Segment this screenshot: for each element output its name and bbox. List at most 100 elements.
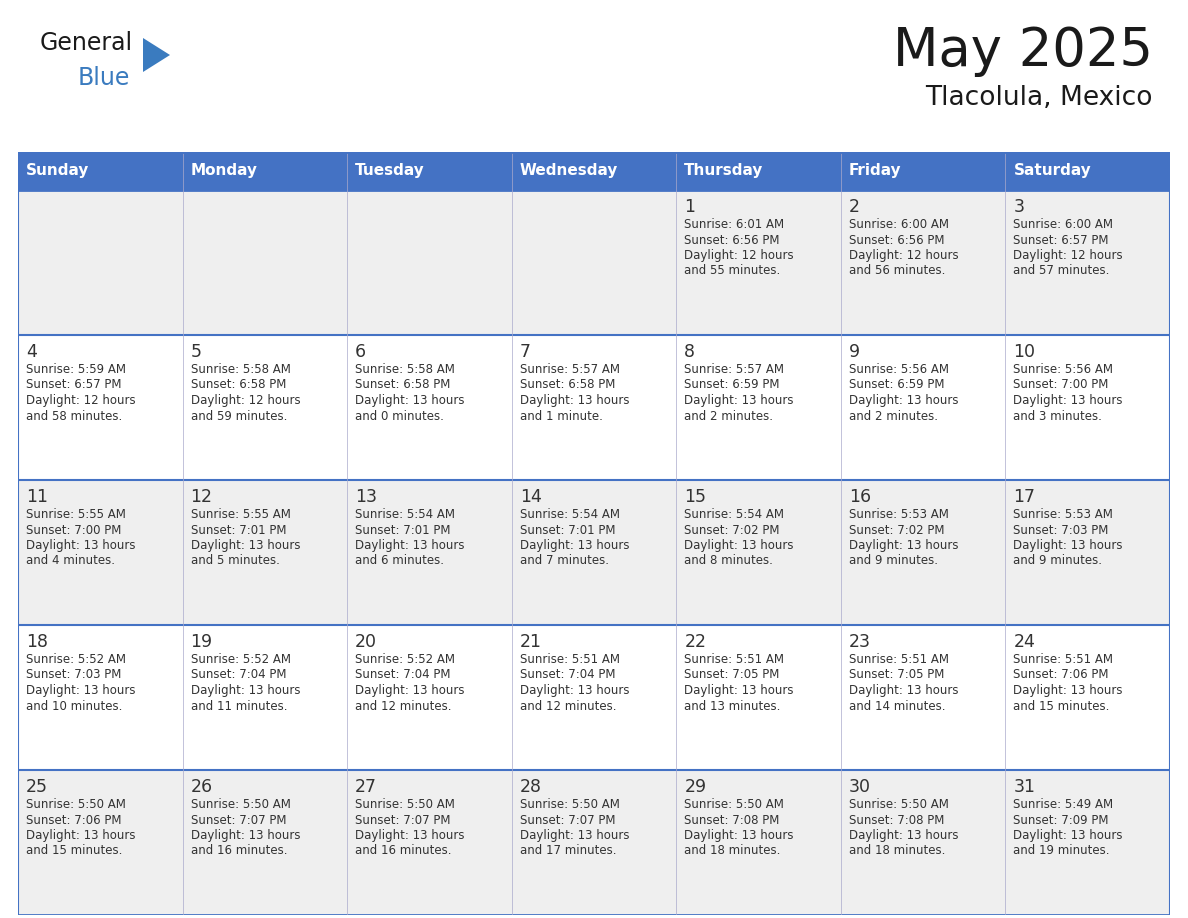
- Polygon shape: [143, 38, 170, 72]
- Text: Daylight: 12 hours: Daylight: 12 hours: [684, 249, 794, 262]
- Text: 16: 16: [849, 488, 871, 506]
- Text: Sunset: 7:04 PM: Sunset: 7:04 PM: [355, 668, 450, 681]
- Text: and 11 minutes.: and 11 minutes.: [190, 700, 287, 712]
- Text: Daylight: 13 hours: Daylight: 13 hours: [190, 684, 301, 697]
- Text: Sunset: 7:02 PM: Sunset: 7:02 PM: [684, 523, 779, 536]
- Text: Daylight: 13 hours: Daylight: 13 hours: [355, 829, 465, 842]
- Text: Sunrise: 5:56 AM: Sunrise: 5:56 AM: [1013, 363, 1113, 376]
- Text: Sunset: 7:08 PM: Sunset: 7:08 PM: [684, 813, 779, 826]
- Text: and 5 minutes.: and 5 minutes.: [190, 554, 279, 567]
- Text: Sunrise: 5:50 AM: Sunrise: 5:50 AM: [190, 798, 290, 811]
- Text: and 18 minutes.: and 18 minutes.: [849, 845, 946, 857]
- Text: Daylight: 13 hours: Daylight: 13 hours: [26, 829, 135, 842]
- Text: 27: 27: [355, 778, 377, 796]
- Bar: [18, 335, 1170, 480]
- Text: Sunrise: 5:50 AM: Sunrise: 5:50 AM: [849, 798, 949, 811]
- Text: Sunset: 7:07 PM: Sunset: 7:07 PM: [519, 813, 615, 826]
- Text: Sunrise: 5:57 AM: Sunrise: 5:57 AM: [684, 363, 784, 376]
- Text: Daylight: 13 hours: Daylight: 13 hours: [849, 684, 959, 697]
- Text: and 55 minutes.: and 55 minutes.: [684, 264, 781, 277]
- Text: 4: 4: [26, 343, 37, 361]
- Text: Sunset: 7:06 PM: Sunset: 7:06 PM: [26, 813, 121, 826]
- Text: Daylight: 13 hours: Daylight: 13 hours: [1013, 394, 1123, 407]
- Text: Daylight: 12 hours: Daylight: 12 hours: [849, 249, 959, 262]
- Text: 13: 13: [355, 488, 377, 506]
- Text: Daylight: 12 hours: Daylight: 12 hours: [26, 394, 135, 407]
- Bar: [18, 480, 1170, 625]
- Text: 19: 19: [190, 633, 213, 651]
- Text: Sunset: 7:07 PM: Sunset: 7:07 PM: [190, 813, 286, 826]
- Text: Sunrise: 5:51 AM: Sunrise: 5:51 AM: [1013, 653, 1113, 666]
- Text: Sunset: 6:58 PM: Sunset: 6:58 PM: [519, 378, 615, 391]
- Text: Sunset: 6:58 PM: Sunset: 6:58 PM: [355, 378, 450, 391]
- Text: 1: 1: [684, 198, 695, 216]
- Text: and 10 minutes.: and 10 minutes.: [26, 700, 122, 712]
- Text: 14: 14: [519, 488, 542, 506]
- Text: Daylight: 13 hours: Daylight: 13 hours: [355, 539, 465, 552]
- Text: 22: 22: [684, 633, 707, 651]
- Text: 26: 26: [190, 778, 213, 796]
- Text: and 14 minutes.: and 14 minutes.: [849, 700, 946, 712]
- Text: Sunrise: 5:51 AM: Sunrise: 5:51 AM: [849, 653, 949, 666]
- Text: and 12 minutes.: and 12 minutes.: [519, 700, 617, 712]
- Text: Sunrise: 5:55 AM: Sunrise: 5:55 AM: [26, 508, 126, 521]
- Text: Sunset: 7:07 PM: Sunset: 7:07 PM: [355, 813, 450, 826]
- Text: Daylight: 13 hours: Daylight: 13 hours: [519, 394, 630, 407]
- Text: Sunset: 6:59 PM: Sunset: 6:59 PM: [849, 378, 944, 391]
- Text: Sunrise: 5:49 AM: Sunrise: 5:49 AM: [1013, 798, 1113, 811]
- Text: Sunrise: 5:53 AM: Sunrise: 5:53 AM: [1013, 508, 1113, 521]
- Text: and 56 minutes.: and 56 minutes.: [849, 264, 946, 277]
- Text: Daylight: 13 hours: Daylight: 13 hours: [849, 539, 959, 552]
- Text: and 12 minutes.: and 12 minutes.: [355, 700, 451, 712]
- Text: Sunset: 7:05 PM: Sunset: 7:05 PM: [849, 668, 944, 681]
- Text: Daylight: 13 hours: Daylight: 13 hours: [26, 539, 135, 552]
- Text: Daylight: 13 hours: Daylight: 13 hours: [519, 539, 630, 552]
- Text: Sunset: 7:03 PM: Sunset: 7:03 PM: [26, 668, 121, 681]
- Bar: [18, 152, 1170, 190]
- Text: Sunset: 6:57 PM: Sunset: 6:57 PM: [1013, 233, 1108, 247]
- Text: 29: 29: [684, 778, 707, 796]
- Text: Sunrise: 5:53 AM: Sunrise: 5:53 AM: [849, 508, 949, 521]
- Text: Tuesday: Tuesday: [355, 163, 425, 178]
- Text: Sunset: 7:02 PM: Sunset: 7:02 PM: [849, 523, 944, 536]
- Text: Sunrise: 5:59 AM: Sunrise: 5:59 AM: [26, 363, 126, 376]
- Text: and 7 minutes.: and 7 minutes.: [519, 554, 608, 567]
- Text: Sunrise: 5:58 AM: Sunrise: 5:58 AM: [190, 363, 290, 376]
- Text: 30: 30: [849, 778, 871, 796]
- Text: and 6 minutes.: and 6 minutes.: [355, 554, 444, 567]
- Text: and 57 minutes.: and 57 minutes.: [1013, 264, 1110, 277]
- Text: 21: 21: [519, 633, 542, 651]
- Text: 23: 23: [849, 633, 871, 651]
- Text: 2: 2: [849, 198, 860, 216]
- Text: 9: 9: [849, 343, 860, 361]
- Text: Sunrise: 5:54 AM: Sunrise: 5:54 AM: [684, 508, 784, 521]
- Text: Sunset: 6:58 PM: Sunset: 6:58 PM: [190, 378, 286, 391]
- Text: Sunrise: 5:50 AM: Sunrise: 5:50 AM: [355, 798, 455, 811]
- Text: Sunset: 7:05 PM: Sunset: 7:05 PM: [684, 668, 779, 681]
- Text: May 2025: May 2025: [893, 25, 1154, 77]
- Text: Sunrise: 5:51 AM: Sunrise: 5:51 AM: [684, 653, 784, 666]
- Text: Daylight: 13 hours: Daylight: 13 hours: [684, 394, 794, 407]
- Text: and 58 minutes.: and 58 minutes.: [26, 409, 122, 422]
- Text: and 15 minutes.: and 15 minutes.: [26, 845, 122, 857]
- Text: Monday: Monday: [190, 163, 258, 178]
- Text: Daylight: 13 hours: Daylight: 13 hours: [355, 684, 465, 697]
- Text: Daylight: 13 hours: Daylight: 13 hours: [849, 394, 959, 407]
- Text: and 19 minutes.: and 19 minutes.: [1013, 845, 1110, 857]
- Text: Sunrise: 5:50 AM: Sunrise: 5:50 AM: [684, 798, 784, 811]
- Text: 11: 11: [26, 488, 48, 506]
- Text: Sunset: 7:09 PM: Sunset: 7:09 PM: [1013, 813, 1108, 826]
- Text: and 18 minutes.: and 18 minutes.: [684, 845, 781, 857]
- Text: Wednesday: Wednesday: [519, 163, 618, 178]
- Text: Daylight: 13 hours: Daylight: 13 hours: [1013, 829, 1123, 842]
- Text: Sunrise: 5:52 AM: Sunrise: 5:52 AM: [355, 653, 455, 666]
- Text: and 9 minutes.: and 9 minutes.: [1013, 554, 1102, 567]
- Text: Sunrise: 5:50 AM: Sunrise: 5:50 AM: [519, 798, 620, 811]
- Text: Sunday: Sunday: [26, 163, 89, 178]
- Text: and 16 minutes.: and 16 minutes.: [355, 845, 451, 857]
- Text: Daylight: 13 hours: Daylight: 13 hours: [190, 829, 301, 842]
- Text: Sunset: 7:00 PM: Sunset: 7:00 PM: [1013, 378, 1108, 391]
- Text: and 2 minutes.: and 2 minutes.: [684, 409, 773, 422]
- Text: 8: 8: [684, 343, 695, 361]
- Text: Sunrise: 5:50 AM: Sunrise: 5:50 AM: [26, 798, 126, 811]
